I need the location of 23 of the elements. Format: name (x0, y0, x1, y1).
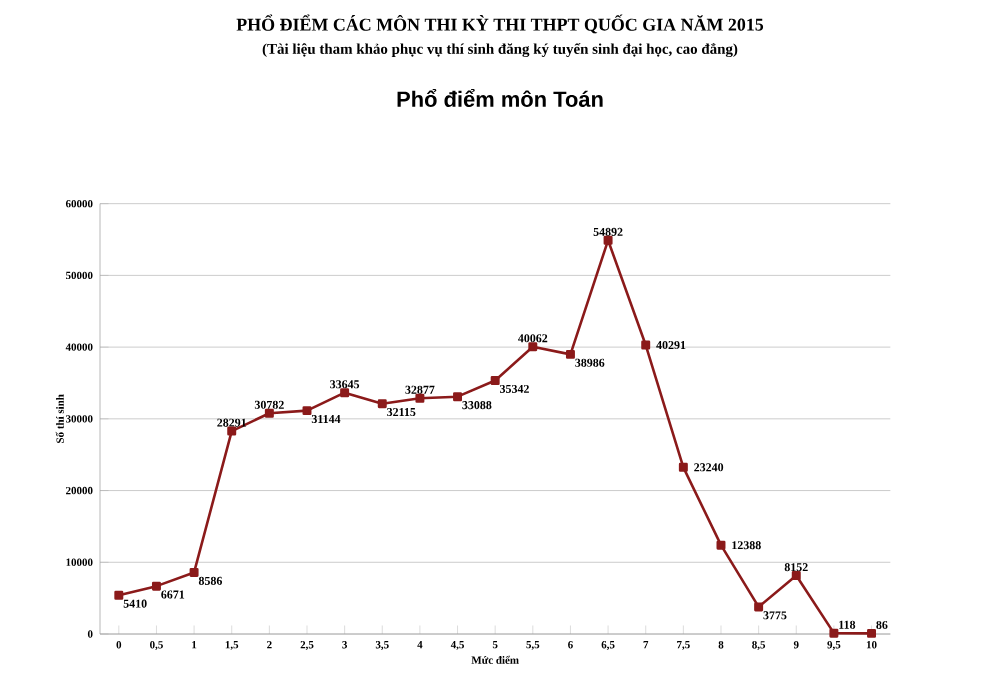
point (829, 628, 839, 638)
point (189, 567, 199, 577)
text: Phổ điểm môn Toán (397, 89, 603, 107)
point (227, 426, 237, 436)
point (377, 399, 387, 409)
point (151, 581, 161, 591)
point (415, 393, 425, 403)
point (678, 462, 688, 472)
point (716, 540, 726, 550)
point (791, 571, 801, 581)
point (603, 235, 613, 245)
point (264, 408, 274, 418)
point (641, 340, 651, 350)
point (340, 388, 350, 398)
point (453, 392, 463, 402)
point (302, 406, 312, 416)
point (528, 342, 538, 352)
chart-title: PHỔ ĐIỂM CÁC MÔN THI KỲ THI THPT QUỐC GIA NĂM 2015 (236, 14, 764, 34)
point (490, 376, 500, 385)
point (114, 590, 124, 600)
point (754, 602, 764, 612)
point (565, 349, 575, 359)
point (867, 628, 877, 638)
